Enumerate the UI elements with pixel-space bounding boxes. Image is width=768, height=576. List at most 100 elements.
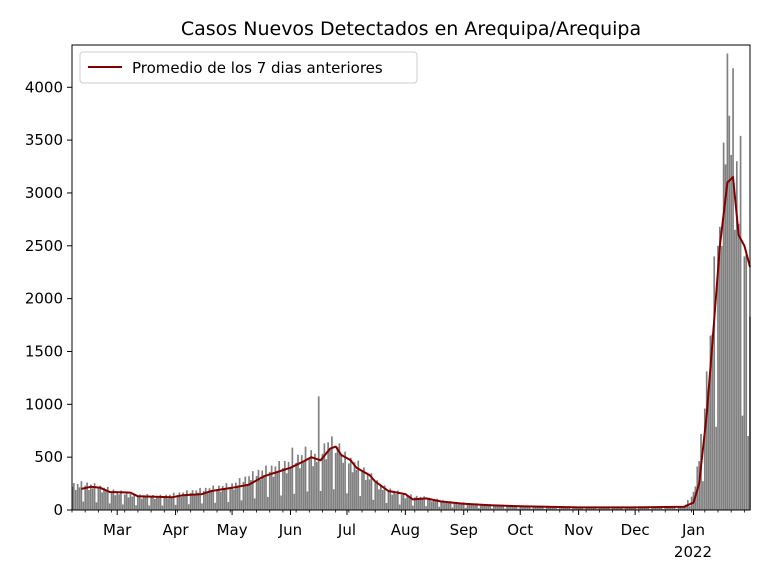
bar [481,504,484,510]
bar [417,499,420,510]
bar [289,467,292,510]
bar [267,496,269,510]
bar [118,494,120,510]
bar [404,498,407,510]
bar [602,507,604,510]
bar [421,498,424,510]
y-tick-label: 1000 [25,395,63,413]
bar [295,462,297,510]
bar [197,492,200,510]
bar [558,507,561,510]
bar [378,489,380,510]
bar [261,470,264,510]
bar [442,500,444,510]
bar [726,53,729,511]
bar [310,450,313,510]
bar [654,507,657,510]
x-tick-label: Apr [163,521,190,539]
bar [400,495,403,510]
bar [208,488,211,510]
bar [634,506,636,510]
bar [250,480,252,510]
bar [315,461,318,510]
bar [476,503,478,510]
bar [562,507,565,510]
bar [74,489,77,510]
bar [709,335,712,510]
bar [423,496,426,510]
bar [543,508,546,510]
bar [547,506,550,510]
bar [366,472,369,510]
bar [244,476,247,510]
bar [82,501,85,510]
bar [410,494,412,510]
bar [673,506,676,510]
legend: Promedio de los 7 dias anteriores [79,51,418,84]
bar [338,443,341,510]
bar [325,459,328,510]
bar [445,501,448,510]
bar [363,467,365,510]
bar [323,443,326,510]
y-tick-label: 3000 [25,184,63,202]
bar [592,507,595,510]
bar [86,482,88,510]
bar [526,506,529,510]
bar [332,489,335,510]
bar [314,453,316,510]
bar [632,507,635,510]
bar [370,473,373,510]
bar [297,454,299,510]
bar [675,508,678,510]
bar [225,483,228,510]
bar [628,507,631,510]
line-layer [81,176,751,509]
bar [114,495,117,510]
bar [720,245,723,511]
bar [263,475,265,510]
bar [461,503,463,510]
bar [396,490,399,510]
bar [355,469,358,510]
bar [724,164,727,510]
bar [246,484,248,510]
bar [453,502,456,510]
bar [658,507,661,510]
x-tick-label: Mar [103,521,132,539]
bar [214,502,216,510]
bar [235,482,237,510]
bar [415,495,418,510]
bar [523,506,525,510]
bar [613,506,616,510]
bar [178,492,181,510]
bar [265,465,267,510]
bar [711,334,714,510]
bar [743,256,746,510]
bar [638,507,640,510]
bar [553,507,555,510]
bar [508,505,510,510]
bar [155,495,158,510]
bar [604,507,606,510]
bar [344,451,346,510]
bar [551,506,554,510]
bar [730,154,733,510]
bar [479,504,482,510]
bar [276,471,279,510]
bar [219,491,222,510]
bar [204,487,207,510]
bar [154,498,156,510]
bar [101,492,103,510]
bar [165,494,168,510]
bar [536,507,539,510]
bar [321,453,324,510]
bar [670,506,672,510]
bar [278,461,281,510]
bar [357,460,360,510]
bar [688,506,691,510]
bar [681,507,684,510]
bar [574,506,576,510]
bar [146,494,149,510]
bar [545,506,548,510]
